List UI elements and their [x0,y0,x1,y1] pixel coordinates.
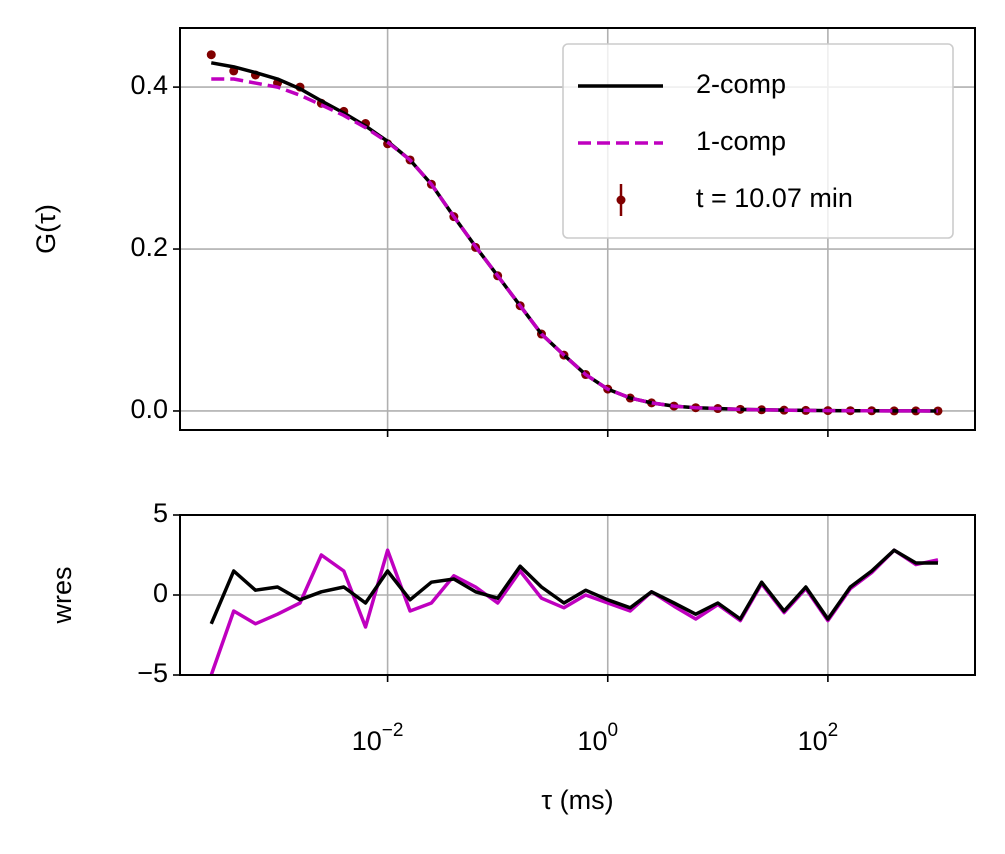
axes-frame [179,514,976,676]
plot-area [209,548,939,675]
axes-frame [179,27,976,431]
y-tick-label: 0.0 [130,394,168,424]
y-axis-label: wres [47,566,77,624]
legend-label: 1-comp [696,126,786,156]
y-tick-label: 0.2 [130,232,168,262]
legend-label: t = 10.07 min [696,183,853,213]
x-tick-label: 10−2 [352,720,404,756]
y-tick-label: 0 [153,578,168,608]
y-tick-label: −5 [137,658,168,688]
y-tick-label: 0.4 [130,70,168,100]
y-tick-label: 5 [153,498,168,528]
x-axis-label: τ (ms) [541,785,613,815]
y-axis-label: G(τ) [31,204,61,254]
series-line [209,548,938,625]
axes: 0.0 0.2 0.4 G(τ) 2-comp 1-comp t = 10.07 min [31,27,976,437]
x-tick-label: 102 [798,720,839,756]
data-point [206,50,216,60]
axes: −5 0 5 10−2 100 102 wres τ (ms) [47,498,976,815]
plot-area [206,50,943,416]
legend-box [562,43,954,239]
legend-marker [616,195,626,205]
series-line [209,548,939,675]
x-tick-label: 100 [577,720,618,756]
legend-label: 2-comp [696,69,786,99]
series-line [211,77,938,413]
legend: 2-comp 1-comp t = 10.07 min [562,43,954,239]
